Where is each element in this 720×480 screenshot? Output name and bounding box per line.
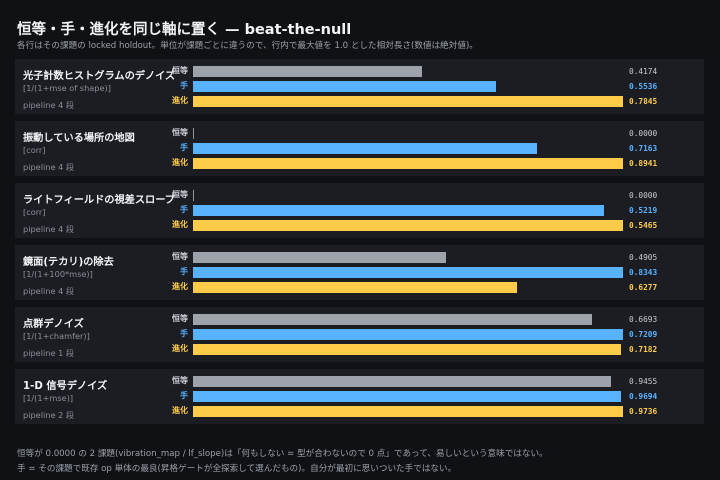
bar-identity [193, 252, 446, 263]
series-label-hand: 手 [180, 329, 188, 338]
series-label-identity: 恒等 [172, 376, 188, 385]
task-name: 鏡面(テカリ)の除去 [23, 257, 114, 268]
bar-evolved [193, 96, 623, 107]
value-label-identity: 0.4174 [629, 67, 658, 76]
bar-hand [193, 391, 621, 402]
task-card: 1-D 信号デノイズ [1/(1+mse)] pipeline 2 段 恒等 0.945… [15, 369, 704, 424]
chart-subtitle: 各行はその課題の locked holdout。単位が課題ごとに違うので、行内で… [17, 41, 478, 51]
task-pipeline: pipeline 4 段 [23, 286, 75, 296]
series-label-hand: 手 [180, 81, 188, 90]
task-metric: [corr] [23, 207, 46, 217]
bar-hand [193, 267, 623, 278]
chart-title: 恒等・手・進化を同じ軸に置く — beat-the-null [17, 22, 352, 38]
task-metric: [corr] [23, 145, 46, 155]
bar-evolved [193, 406, 623, 417]
bar-evolved [193, 344, 621, 355]
series-label-evolved: 進化 [172, 344, 188, 353]
bar-hand [193, 81, 496, 92]
value-label-evolved: 0.8941 [629, 159, 658, 168]
bar-identity-zero [193, 190, 194, 201]
series-label-hand: 手 [180, 205, 188, 214]
value-label-identity: 0.0000 [629, 129, 658, 138]
value-label-hand: 0.8343 [629, 268, 658, 277]
series-label-identity: 恒等 [172, 190, 188, 199]
value-label-hand: 0.5219 [629, 206, 658, 215]
value-label-hand: 0.7209 [629, 330, 658, 339]
series-label-identity: 恒等 [172, 128, 188, 137]
task-card: 光子計数ヒストグラムのデノイズ [1/(1+mse of shape)] pipel… [15, 59, 704, 114]
task-pipeline: pipeline 4 段 [23, 224, 75, 234]
bar-hand [193, 205, 604, 216]
series-label-evolved: 進化 [172, 158, 188, 167]
task-card: ライトフィールドの視差スロープ [corr] pipeline 4 段 恒等 0.000… [15, 183, 704, 238]
task-card: 鏡面(テカリ)の除去 [1/(1+100*mse)] pipeline 4 段 恒等 0… [15, 245, 704, 300]
footnote-line-1: 恒等が 0.0000 の 2 課題(vibration_map / lf_slo… [17, 449, 548, 459]
task-name: 振動している場所の地図 [23, 133, 135, 144]
task-card: 点群デノイズ [1/(1+chamfer)] pipeline 1 段 恒等 0.669… [15, 307, 704, 362]
value-label-evolved: 0.5465 [629, 221, 658, 230]
value-label-identity: 0.4905 [629, 253, 658, 262]
bar-identity [193, 376, 611, 387]
value-label-evolved: 0.7182 [629, 345, 658, 354]
series-label-hand: 手 [180, 391, 188, 400]
value-label-identity: 0.0000 [629, 191, 658, 200]
series-label-hand: 手 [180, 143, 188, 152]
bar-evolved [193, 220, 623, 231]
series-label-identity: 恒等 [172, 252, 188, 261]
footnote-line-2: 手 = その課題で既存 op 単体の最良(昇格ゲートが全探索して選んだもの)。自… [17, 464, 457, 474]
task-pipeline: pipeline 4 段 [23, 162, 75, 172]
bar-identity [193, 66, 422, 77]
value-label-evolved: 0.7845 [629, 97, 658, 106]
bar-identity-zero [193, 128, 194, 139]
task-pipeline: pipeline 1 段 [23, 348, 75, 358]
task-metric: [1/(1+chamfer)] [23, 331, 90, 341]
bar-hand [193, 143, 537, 154]
series-label-evolved: 進化 [172, 220, 188, 229]
task-metric: [1/(1+mse of shape)] [23, 83, 111, 93]
value-label-identity: 0.9455 [629, 377, 658, 386]
task-pipeline: pipeline 4 段 [23, 100, 75, 110]
value-label-hand: 0.9694 [629, 392, 658, 401]
series-label-evolved: 進化 [172, 282, 188, 291]
series-label-evolved: 進化 [172, 96, 188, 105]
value-label-hand: 0.5536 [629, 82, 658, 91]
series-label-identity: 恒等 [172, 66, 188, 75]
task-card: 振動している場所の地図 [corr] pipeline 4 段 恒等 0.0000 手 0.… [15, 121, 704, 176]
bar-evolved [193, 282, 517, 293]
task-metric: [1/(1+mse)] [23, 393, 74, 403]
value-label-evolved: 0.6277 [629, 283, 658, 292]
series-label-hand: 手 [180, 267, 188, 276]
task-pipeline: pipeline 2 段 [23, 410, 75, 420]
bar-identity [193, 314, 592, 325]
series-label-identity: 恒等 [172, 314, 188, 323]
task-name: 1-D 信号デノイズ [23, 381, 108, 392]
series-label-evolved: 進化 [172, 406, 188, 415]
bar-hand [193, 329, 623, 340]
task-metric: [1/(1+100*mse)] [23, 269, 93, 279]
value-label-identity: 0.6693 [629, 315, 658, 324]
value-label-hand: 0.7163 [629, 144, 658, 153]
value-label-evolved: 0.9736 [629, 407, 658, 416]
task-name: 光子計数ヒストグラムのデノイズ [23, 71, 176, 82]
bar-evolved [193, 158, 623, 169]
task-name: ライトフィールドの視差スロープ [23, 195, 175, 206]
task-name: 点群デノイズ [23, 319, 84, 330]
